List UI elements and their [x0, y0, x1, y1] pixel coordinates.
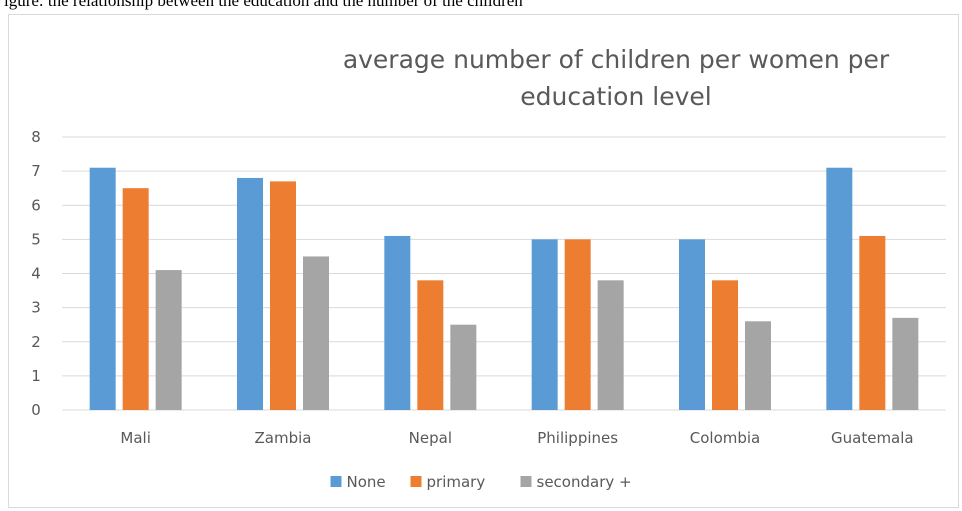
legend-swatch-1 — [410, 476, 422, 487]
caption-fragment: igure: the relationship between the educ… — [0, 0, 962, 18]
y-axis-ticks: 0 1 2 3 4 5 6 7 8 — [31, 128, 41, 419]
bar-colombia-1 — [712, 280, 738, 410]
y-tick-label: 4 — [31, 265, 41, 283]
x-axis-ticks: Mali Zambia Nepal Philippines Colombia Guatem… — [120, 429, 913, 447]
legend-label-2: secondary + — [537, 473, 632, 491]
bar-guatemala-0 — [826, 167, 853, 410]
legend-swatch-2 — [520, 476, 532, 487]
bars — [89, 167, 919, 410]
y-tick-label: 7 — [31, 162, 41, 180]
bar-colombia-2 — [745, 321, 771, 410]
x-tick-label: Mali — [120, 429, 150, 447]
y-tick-label: 6 — [31, 196, 41, 214]
bar-nepal-0 — [384, 235, 411, 410]
bar-mali-0 — [89, 167, 116, 410]
bar-guatemala-1 — [859, 235, 886, 410]
bar-guatemala-2 — [892, 317, 919, 410]
y-tick-label: 3 — [31, 299, 41, 317]
bar-philippines-2 — [597, 280, 624, 410]
bar-colombia-0 — [679, 239, 705, 410]
bar-zambia-2 — [303, 256, 329, 410]
x-tick-label: Philippines — [537, 429, 618, 447]
bar-zambia-1 — [270, 181, 296, 410]
chart-title-line-2: education level — [520, 82, 711, 111]
x-tick-label: Nepal — [409, 429, 452, 447]
legend-label-1: primary — [427, 473, 486, 491]
legend-label-0: None — [347, 473, 386, 491]
y-tick-label: 2 — [31, 333, 41, 351]
bar-mali-1 — [122, 188, 149, 410]
bar-nepal-2 — [450, 324, 477, 410]
legend: None primary secondary + — [330, 473, 632, 491]
bar-nepal-1 — [417, 280, 444, 410]
x-tick-label: Zambia — [255, 429, 312, 447]
chart-frame — [8, 14, 959, 508]
x-tick-label: Guatemala — [831, 429, 914, 447]
legend-swatch-0 — [330, 476, 342, 487]
y-tick-label: 8 — [31, 128, 41, 146]
bar-philippines-0 — [531, 239, 558, 410]
bar-philippines-1 — [564, 239, 591, 410]
y-tick-label: 1 — [31, 367, 41, 385]
chart-title-line-1: average number of children per women per — [343, 45, 890, 74]
x-tick-label: Colombia — [690, 429, 761, 447]
bar-zambia-0 — [237, 177, 263, 410]
y-tick-label: 5 — [31, 230, 41, 248]
y-tick-label: 0 — [31, 401, 41, 419]
gridlines — [62, 136, 946, 411]
caption-text: igure: the relationship between the educ… — [4, 0, 523, 10]
bar-mali-2 — [155, 270, 182, 410]
